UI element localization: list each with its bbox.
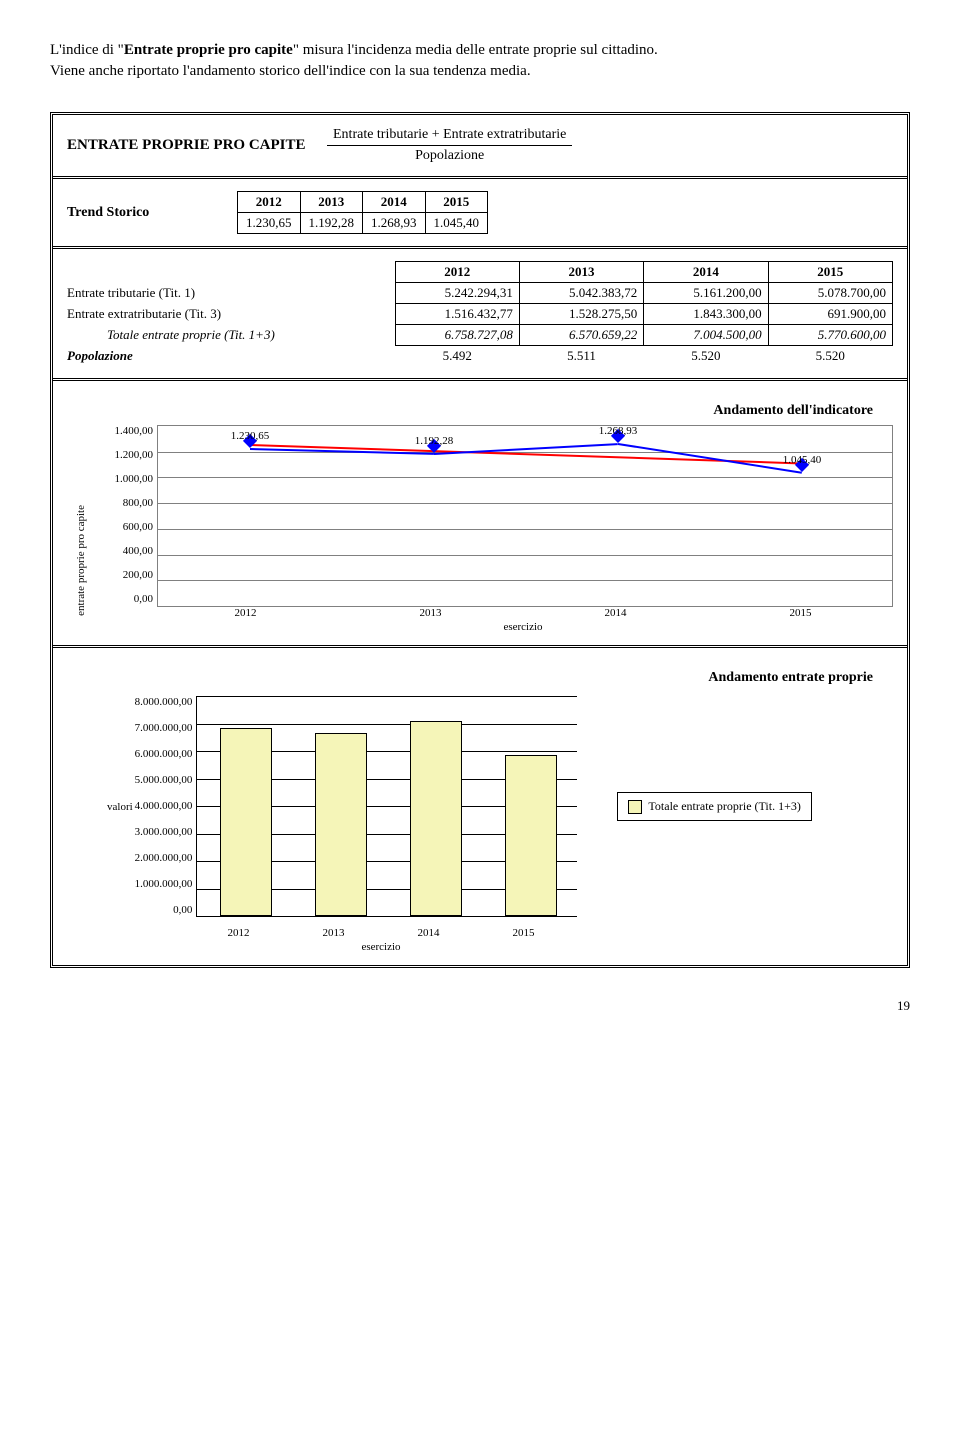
table-row: Entrate extratributarie (Tit. 3) 1.516.4… [67, 304, 893, 325]
chart1-xticks: 2012201320142015 [153, 607, 893, 619]
formula-numerator: Entrate tributarie + Entrate extratribut… [327, 127, 572, 146]
cell: 5.511 [519, 346, 643, 367]
table-row: 1.230,65 1.192,28 1.268,93 1.045,40 [238, 213, 488, 234]
chart2-plot [196, 696, 577, 917]
chart1-yticks: 1.400,001.200,001.000,00800,00600,00400,… [97, 425, 157, 605]
cell: 5.520 [768, 346, 892, 367]
chart2-yticks: 8.000.000,007.000.000,006.000.000,005.00… [135, 696, 197, 916]
bar-chart-section: Andamento entrate proprie valori 8.000.0… [53, 648, 907, 965]
chart1-xlabel: esercizio [153, 621, 893, 633]
chart2-title: Andamento entrate proprie [67, 670, 873, 686]
formula-denominator: Popolazione [327, 146, 572, 164]
trend-table: 2012 2013 2014 2015 1.230,65 1.192,28 1.… [237, 191, 488, 234]
cell: 1.516.432,77 [395, 304, 519, 325]
row-label: Entrate extratributarie (Tit. 3) [67, 304, 395, 325]
table-row: Popolazione 5.492 5.511 5.520 5.520 [67, 346, 893, 367]
intro-line2: Viene anche riportato l'andamento storic… [50, 63, 531, 79]
chart2-xticks: 2012201320142015 [191, 927, 571, 939]
intro-part-b: Entrate proprie pro capite [124, 42, 293, 58]
cell: 5.520 [644, 346, 768, 367]
trend-label: Trend Storico [67, 205, 217, 221]
formula-fraction: Entrate tributarie + Entrate extratribut… [327, 127, 572, 164]
intro-part-c: " misura l'incidenza media delle entrate… [293, 42, 658, 58]
legend-swatch-icon [628, 800, 642, 814]
trend-value: 1.045,40 [425, 213, 488, 234]
chart2-ylabel: valori [107, 801, 133, 813]
cell: 6.758.727,08 [395, 325, 519, 346]
cell: 691.900,00 [768, 304, 892, 325]
cell: 7.004.500,00 [644, 325, 768, 346]
trend-section: Trend Storico 2012 2013 2014 2015 1.230,… [53, 179, 907, 249]
detail-table: 2012 2013 2014 2015 Entrate tributarie (… [67, 261, 893, 366]
cell: 1.843.300,00 [644, 304, 768, 325]
chart2-xlabel: esercizio [191, 941, 571, 953]
detail-header: 2015 [768, 262, 892, 283]
chart1-plot: 1.230,651.192,281.268,931.045,40 [157, 425, 893, 607]
row-label: Popolazione [67, 346, 395, 367]
trend-header: 2014 [363, 192, 426, 213]
intro-part-a: L'indice di " [50, 42, 124, 58]
trend-value: 1.192,28 [300, 213, 363, 234]
intro-text: L'indice di "Entrate proprie pro capite"… [50, 40, 910, 82]
formula-section: ENTRATE PROPRIE PRO CAPITE Entrate tribu… [53, 115, 907, 179]
row-label: Entrate tributarie (Tit. 1) [67, 283, 395, 304]
formula-title: ENTRATE PROPRIE PRO CAPITE [67, 137, 327, 154]
table-row: 2012 2013 2014 2015 [67, 262, 893, 283]
cell: 5.161.200,00 [644, 283, 768, 304]
detail-header: 2012 [395, 262, 519, 283]
trend-header: 2013 [300, 192, 363, 213]
trend-value: 1.268,93 [363, 213, 426, 234]
cell: 6.570.659,22 [519, 325, 643, 346]
line-chart-section: Andamento dell'indicatore entrate propri… [53, 381, 907, 648]
chart1-title: Andamento dell'indicatore [67, 403, 873, 419]
cell: 1.528.275,50 [519, 304, 643, 325]
table-row: Totale entrate proprie (Tit. 1+3) 6.758.… [67, 325, 893, 346]
detail-header: 2013 [519, 262, 643, 283]
legend-label: Totale entrate proprie (Tit. 1+3) [648, 799, 800, 814]
detail-header: 2014 [644, 262, 768, 283]
detail-section: 2012 2013 2014 2015 Entrate tributarie (… [53, 249, 907, 381]
chart2-legend: Totale entrate proprie (Tit. 1+3) [617, 792, 811, 821]
cell: 5.042.383,72 [519, 283, 643, 304]
chart1-ylabel: entrate proprie pro capite [75, 505, 87, 616]
trend-header: 2015 [425, 192, 488, 213]
trend-value: 1.230,65 [238, 213, 301, 234]
cell: 5.078.700,00 [768, 283, 892, 304]
main-frame: ENTRATE PROPRIE PRO CAPITE Entrate tribu… [50, 112, 910, 968]
table-row: 2012 2013 2014 2015 [238, 192, 488, 213]
table-row: Entrate tributarie (Tit. 1) 5.242.294,31… [67, 283, 893, 304]
row-label: Totale entrate proprie (Tit. 1+3) [67, 325, 395, 346]
trend-header: 2012 [238, 192, 301, 213]
cell: 5.770.600,00 [768, 325, 892, 346]
cell: 5.492 [395, 346, 519, 367]
cell: 5.242.294,31 [395, 283, 519, 304]
page-number: 19 [50, 998, 910, 1014]
